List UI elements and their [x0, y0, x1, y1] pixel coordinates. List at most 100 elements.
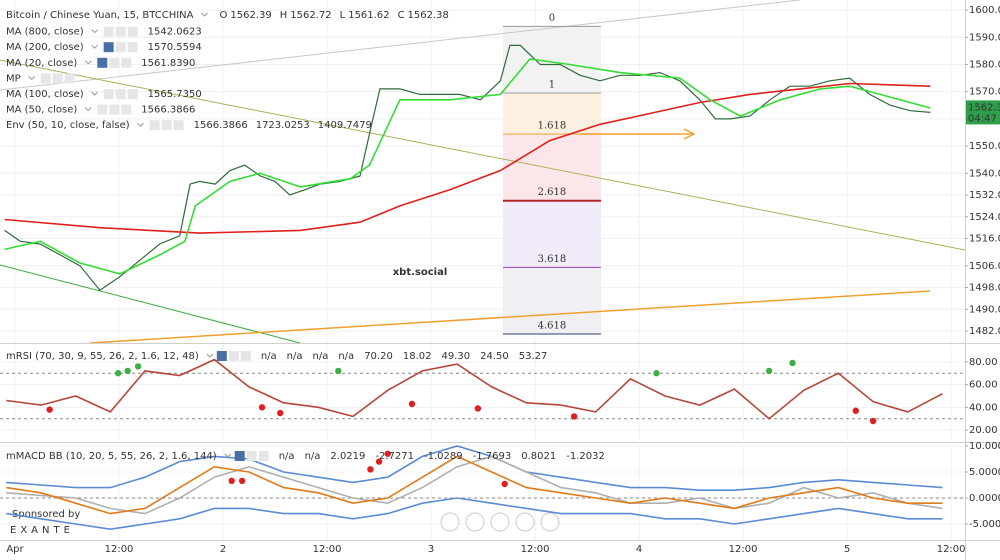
readout-value: 1566.3866 [194, 120, 248, 131]
legend-icon[interactable] [121, 57, 132, 68]
legend-icon[interactable] [97, 104, 108, 115]
x-tick-label: 3 [428, 544, 434, 555]
legend-icon[interactable] [149, 120, 160, 131]
y-tick-label: 1550.00 [969, 141, 1000, 152]
fib-label: 2.618 [538, 187, 567, 198]
y-tick-label: 1506.00 [969, 261, 1000, 272]
zoom-out[interactable] [465, 512, 485, 532]
legend-icon[interactable] [115, 89, 126, 99]
legend-name: MA (100, close) [6, 89, 84, 100]
signal-dot [114, 370, 122, 377]
readout-value: -1.0289 [424, 451, 463, 462]
x-tick-label: 2 [220, 544, 226, 555]
fib-band [502, 93, 601, 135]
fib-band [502, 200, 601, 268]
legend-menu [137, 122, 144, 127]
y-tick-label: 1516.00 [969, 234, 1000, 245]
readout-value: n/a [287, 351, 303, 362]
legend-icon[interactable] [103, 26, 114, 37]
legend-name: mRSI (70, 30, 9, 55, 26, 2, 1.6, 12, 48) [6, 351, 199, 362]
y-tick-label: 80.00 [969, 357, 998, 368]
legend-menu [28, 76, 36, 81]
y-tick-label: 1570.00 [969, 87, 1000, 98]
arrow-head [683, 128, 696, 140]
legend-icon[interactable] [161, 120, 172, 131]
series-line [4, 82, 931, 234]
legend-icon[interactable] [127, 42, 138, 53]
legend-name: MA (20, close) [6, 58, 77, 69]
readout-value: n/a [338, 351, 354, 362]
legend-icon[interactable] [109, 104, 120, 115]
legend-icon[interactable] [240, 351, 251, 361]
legend-icon[interactable] [64, 73, 75, 84]
reset[interactable] [490, 512, 510, 532]
legend-name: MA (200, close) [6, 42, 84, 53]
y-tick-label: 1590.00 [969, 32, 1000, 43]
legend-icon[interactable] [52, 73, 63, 84]
legend-menu [224, 453, 232, 458]
signal-dot [765, 367, 773, 375]
readout-value: -1.2032 [566, 451, 605, 462]
readout-value: n/a [313, 351, 329, 362]
readout-value: n/a [305, 451, 321, 462]
x-tick-label: 5 [844, 544, 850, 555]
legend-icon[interactable] [115, 42, 126, 53]
signal-dot [408, 400, 416, 408]
signal-dot [277, 409, 284, 417]
legend-icon[interactable] [228, 351, 239, 361]
legend-icon[interactable] [103, 42, 114, 53]
legend-icon[interactable] [127, 26, 138, 37]
signal-dot [570, 413, 578, 420]
legend-icon[interactable] [127, 89, 138, 99]
trend-line [0, 0, 801, 91]
legend-icon[interactable] [115, 26, 126, 37]
legend-icon[interactable] [234, 451, 245, 461]
legend-icon[interactable] [109, 57, 120, 68]
legend-icon[interactable] [40, 73, 51, 84]
legend-name: MA (50, close) [6, 105, 77, 116]
fib-label: 4.618 [538, 321, 567, 332]
sponsor-text: Sponsored by [12, 509, 80, 520]
fib-band [502, 134, 601, 201]
readout-value: 1566.3866 [141, 105, 195, 116]
y-tick-label: 1600.00 [969, 5, 1000, 16]
legend-icon[interactable] [258, 451, 269, 461]
legend-icon[interactable] [97, 57, 108, 68]
readout-value: -2.7271 [375, 451, 414, 462]
y-tick-label: 1532.00 [969, 190, 1000, 201]
background-layer: xbt.social [0, 0, 965, 540]
series-line [6, 445, 943, 491]
trend-line [89, 290, 931, 344]
readout-value: 1570.5594 [148, 42, 202, 53]
x-tick-label: 12:00 [521, 544, 550, 555]
readout-label: C [398, 10, 405, 21]
legend-menu [91, 44, 99, 49]
scroll-right[interactable] [540, 512, 560, 532]
series-line [6, 358, 943, 420]
zoom-in[interactable] [515, 512, 535, 532]
legend-name: MP [6, 73, 21, 84]
x-tick-label: 12:00 [937, 544, 966, 555]
plot: Apr 12:00 2 12:00 3 12:00 4 12:00 5 12:00 1482.00 1… [4, 5, 1000, 555]
readout-value: -1.7693 [473, 451, 512, 462]
scroll-left[interactable] [440, 512, 460, 532]
x-tick-label: 12:00 [105, 544, 134, 555]
y-tick-label: 1540.00 [969, 168, 1000, 179]
readout-value: 1562.39 [230, 10, 271, 21]
y-tick-label: 1490.00 [969, 304, 1000, 315]
legend-icon[interactable] [216, 351, 227, 361]
legend-icon[interactable] [121, 104, 132, 115]
y-tick-label: 1482.00 [969, 326, 1000, 337]
legend-icon[interactable] [103, 89, 114, 99]
readout-label: L [340, 10, 346, 21]
readout-value: 1562.72 [290, 10, 331, 21]
legend-icon[interactable] [173, 120, 184, 131]
x-tick-label: Apr [6, 544, 24, 555]
x-tick-label: 4 [636, 544, 642, 555]
legend-icon[interactable] [246, 451, 257, 461]
legend-menu [206, 353, 214, 358]
